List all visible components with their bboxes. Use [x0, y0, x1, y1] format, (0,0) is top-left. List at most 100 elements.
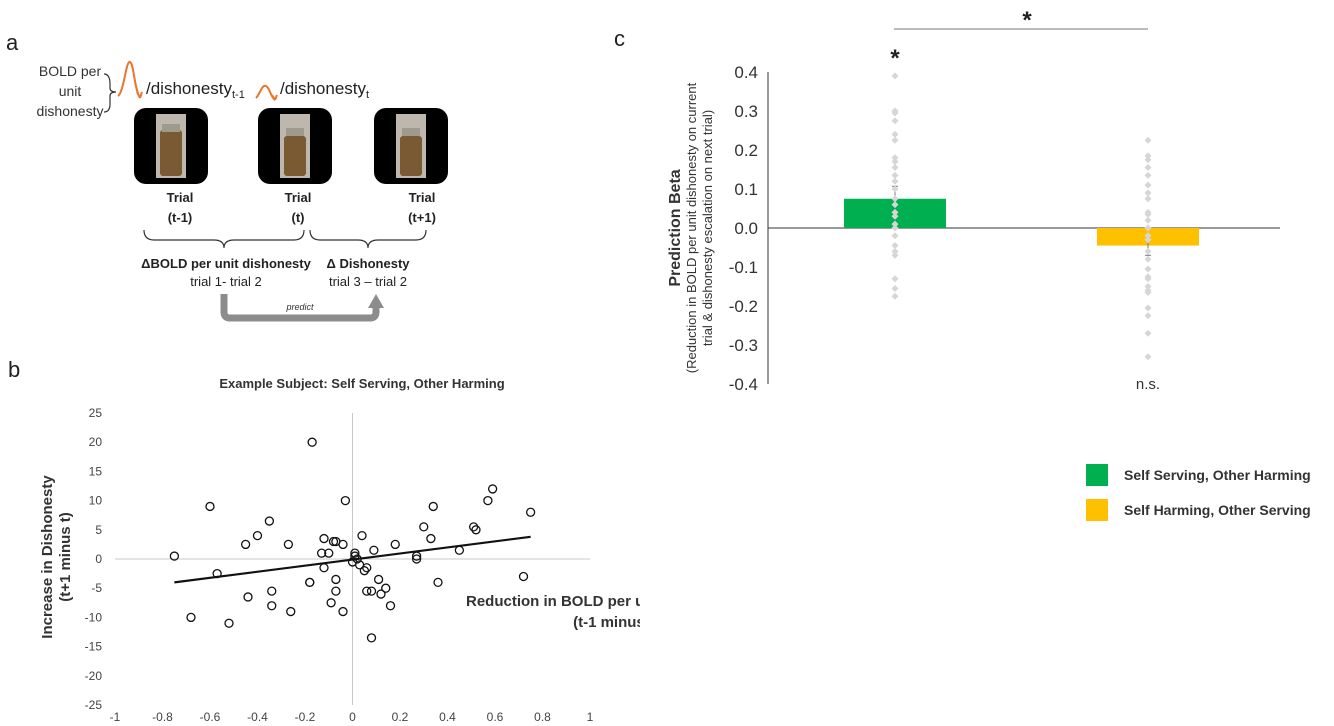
- bar-1-data-point: [891, 117, 899, 125]
- bar-1-data-point: [891, 208, 899, 216]
- bar-2-data-point: [1144, 136, 1152, 144]
- scatter-point: [362, 586, 372, 596]
- scatter-point: [224, 618, 234, 628]
- legend-swatch-self-harming: [1086, 499, 1108, 521]
- scatter-xtick-label: -0.8: [152, 710, 173, 723]
- bar-ylabel-sub2: trial & dishonesty escalation on next tr…: [700, 110, 715, 346]
- trial-frame-next: [374, 108, 448, 184]
- scatter-point: [362, 563, 372, 573]
- trial-frame-prev: [134, 108, 208, 184]
- scatter-point: [267, 586, 277, 596]
- svg-text:/dishonestyt: /dishonestyt: [280, 79, 369, 101]
- scatter-point: [369, 545, 379, 555]
- scatter-point: [307, 437, 317, 447]
- hrf-curve-icon-cur: [255, 84, 278, 101]
- svg-text:/dishonestyt-1: /dishonestyt-1: [146, 79, 245, 101]
- scatter-xlabel-2: (t-1 minus t): [573, 614, 640, 631]
- scatter-point: [471, 525, 481, 535]
- bold-label-line1: BOLD per: [39, 63, 102, 79]
- scatter-point: [411, 554, 422, 564]
- panel-label-a: a: [6, 30, 19, 55]
- bar-2-data-point: [1144, 156, 1152, 164]
- legend-label-self-harming: Self Harming, Other Serving: [1124, 502, 1311, 518]
- trial-prev-sub: (t-1): [168, 210, 193, 225]
- predict-label: predict: [285, 302, 314, 312]
- trial-frame-cur: [258, 108, 332, 184]
- brace-bold: [143, 229, 305, 249]
- bar-2-data-point: [1144, 304, 1152, 312]
- scatter-point: [428, 501, 438, 512]
- bar-2-data-point: [1144, 181, 1152, 189]
- bar-1-data-point: [891, 232, 899, 240]
- scatter-ytick-label: 0: [95, 552, 102, 566]
- bar-2-data-point: [1144, 216, 1152, 224]
- bar-1-data-point: [891, 251, 899, 259]
- scatter-xtick-label: 0.4: [439, 710, 456, 723]
- bar-1-data-point: [891, 275, 899, 283]
- scatter-point: [326, 598, 336, 608]
- hrf-curve-icon-prev: [117, 60, 143, 99]
- bar-1-data-point: [891, 195, 899, 203]
- bar-ylabel-sub1: (Reduction in BOLD per unit dishonesty o…: [684, 82, 699, 373]
- bar-ytick-label: 0.4: [734, 63, 758, 82]
- scatter-chart: Example Subject: Self Serving, Other Har…: [39, 378, 640, 723]
- scatter-point: [366, 633, 377, 643]
- scatter-point: [328, 536, 339, 547]
- bar-1-data-point: [891, 212, 899, 220]
- scatter-point: [240, 539, 251, 550]
- scatter-ytick-label: -15: [85, 640, 103, 654]
- bar-2-data-point: [1144, 224, 1152, 232]
- bar-1-data-point: [891, 72, 899, 80]
- scatter-point: [205, 501, 215, 512]
- legend-swatch-self-serving: [1086, 464, 1108, 486]
- bold-label-line2: unit: [59, 83, 82, 99]
- bar-1-data-point: [891, 177, 899, 185]
- scatter-point: [381, 583, 391, 593]
- legend: Self Serving, Other Harming Self Harming…: [1086, 464, 1326, 524]
- bar-2-data-point: [1144, 236, 1152, 244]
- scatter-ytick-label: 15: [89, 464, 103, 478]
- bar-1-data-point: [891, 154, 899, 162]
- frac-prev-sub: t-1: [232, 89, 245, 101]
- trial-cur-sub: (t): [292, 210, 305, 225]
- bar-1-data-point: [891, 292, 899, 300]
- delta-bold-sub: trial 1- trial 2: [190, 274, 262, 289]
- bar-2-data-point: [1144, 255, 1152, 263]
- brace-dishonesty: [309, 229, 427, 249]
- bar-ytick-label: -0.2: [729, 297, 758, 316]
- scatter-point: [252, 530, 263, 541]
- scatter-point: [243, 592, 253, 602]
- scatter-point: [283, 539, 294, 550]
- bar-1-data-point: [891, 109, 899, 117]
- scatter-xtick-label: 0.6: [487, 710, 504, 723]
- legend-label-self-serving: Self Serving, Other Harming: [1124, 467, 1311, 483]
- scatter-point: [338, 606, 348, 617]
- bar-2-data-point: [1144, 288, 1152, 296]
- frac-prev: /dishonesty: [146, 79, 232, 98]
- bar-1-data-point: [891, 284, 899, 292]
- scatter-ytick-label: 5: [95, 523, 102, 537]
- bar-2-data-point: [1144, 232, 1152, 240]
- trial-prev-label: Trial: [167, 190, 194, 205]
- bold-bracket: [103, 73, 117, 113]
- scatter-point: [350, 548, 360, 558]
- trial-next-sub: (t+1): [408, 210, 436, 225]
- bar-1-data-point: [891, 220, 899, 228]
- scatter-point: [169, 551, 180, 561]
- bar-ytick-label: -0.4: [729, 375, 758, 394]
- panel-label-c: c: [614, 26, 625, 51]
- bar-ytick-label: -0.1: [729, 258, 758, 277]
- delta-bold-title: ΔBOLD per unit dishonesty: [141, 256, 311, 271]
- scatter-ytick-label: 10: [89, 494, 103, 508]
- panel-label-b: b: [8, 357, 21, 382]
- bar-2-data-point: [1144, 265, 1152, 273]
- predict-arrowhead-icon: [368, 294, 384, 308]
- bar-2-data-point: [1144, 164, 1152, 172]
- delta-dishonesty-title: Δ Dishonesty: [326, 256, 410, 271]
- scatter-ylabel-1: Increase in Dishonesty: [39, 475, 56, 639]
- scatter-point: [426, 533, 436, 544]
- bar-2-data-point: [1144, 247, 1152, 255]
- predict-arrow: [220, 294, 380, 322]
- scatter-point: [319, 563, 329, 573]
- scatter-ylabel-2: (t+1 minus t): [57, 512, 74, 602]
